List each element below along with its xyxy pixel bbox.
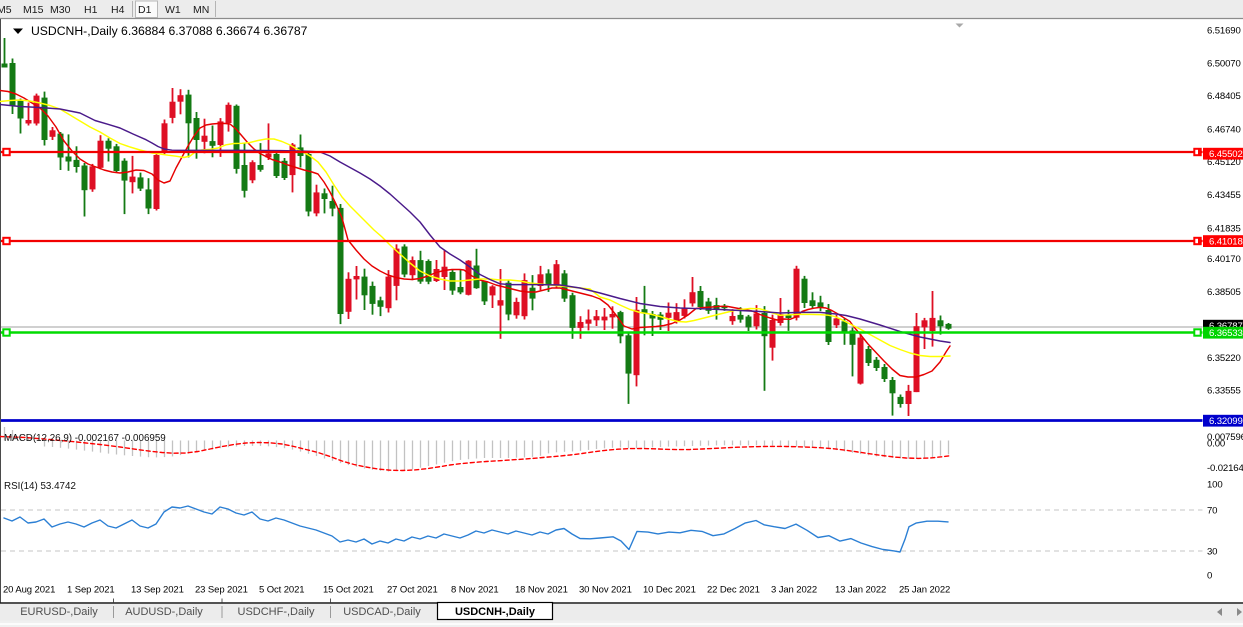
svg-text:6.50070: 6.50070: [1207, 58, 1241, 69]
svg-text:USDCNH-,Daily 6.36884 6.37088: USDCNH-,Daily 6.36884 6.37088 6.36674 6.…: [31, 24, 308, 38]
svg-text:6.45120: 6.45120: [1207, 157, 1241, 168]
svg-text:5 Oct 2021: 5 Oct 2021: [259, 585, 304, 596]
svg-text:D1: D1: [138, 4, 152, 16]
svg-text:100: 100: [1207, 480, 1223, 491]
svg-text:8 Nov 2021: 8 Nov 2021: [451, 585, 499, 596]
svg-text:MN: MN: [193, 4, 209, 16]
svg-text:6.46740: 6.46740: [1207, 124, 1241, 135]
svg-text:-0.02164: -0.02164: [1207, 463, 1243, 474]
svg-text:30: 30: [1207, 547, 1217, 558]
svg-text:6.36533: 6.36533: [1209, 328, 1243, 339]
svg-text:6.33555: 6.33555: [1207, 386, 1241, 397]
svg-text:18 Nov 2021: 18 Nov 2021: [515, 585, 568, 596]
svg-text:USDCNH-,Daily: USDCNH-,Daily: [455, 606, 536, 618]
svg-text:6.48405: 6.48405: [1207, 91, 1241, 102]
svg-text:AUDUSD-,Daily: AUDUSD-,Daily: [125, 606, 203, 618]
svg-text:30 Nov 2021: 30 Nov 2021: [579, 585, 632, 596]
svg-text:EURUSD-,Daily: EURUSD-,Daily: [20, 606, 98, 618]
svg-text:M30: M30: [50, 4, 71, 16]
svg-text:6.51690: 6.51690: [1207, 26, 1241, 37]
svg-text:0.00: 0.00: [1207, 439, 1225, 450]
svg-text:3 Jan 2022: 3 Jan 2022: [771, 585, 817, 596]
svg-text:H4: H4: [111, 4, 125, 16]
svg-text:27 Oct 2021: 27 Oct 2021: [387, 585, 438, 596]
svg-text:M15: M15: [23, 4, 44, 16]
svg-text:USDCHF-,Daily: USDCHF-,Daily: [238, 606, 316, 618]
svg-text:W1: W1: [165, 4, 181, 16]
svg-text:13 Sep 2021: 13 Sep 2021: [131, 585, 184, 596]
svg-text:20 Aug 2021: 20 Aug 2021: [3, 585, 55, 596]
svg-text:RSI(14) 53.4742: RSI(14) 53.4742: [4, 481, 76, 492]
svg-text:10 Dec 2021: 10 Dec 2021: [643, 585, 696, 596]
svg-text:6.32099: 6.32099: [1209, 416, 1243, 427]
svg-text:6.35220: 6.35220: [1207, 353, 1241, 364]
svg-text:6.43455: 6.43455: [1207, 190, 1241, 201]
svg-text:6.40170: 6.40170: [1207, 254, 1241, 265]
svg-text:0.007596: 0.007596: [1207, 432, 1243, 443]
svg-text:6.38505: 6.38505: [1207, 287, 1241, 298]
svg-text:0: 0: [1207, 571, 1212, 582]
svg-text:6.41835: 6.41835: [1207, 224, 1241, 235]
svg-text:1 Sep 2021: 1 Sep 2021: [67, 585, 115, 596]
svg-text:22 Dec 2021: 22 Dec 2021: [707, 585, 760, 596]
svg-text:H1: H1: [84, 4, 98, 16]
svg-text:6.41018: 6.41018: [1209, 237, 1243, 248]
svg-text:M5: M5: [0, 4, 12, 16]
svg-text:23 Sep 2021: 23 Sep 2021: [195, 585, 248, 596]
svg-text:70: 70: [1207, 506, 1217, 517]
svg-text:MACD(12,26,9) -0.002167 -0.006: MACD(12,26,9) -0.002167 -0.006959: [4, 433, 166, 444]
svg-text:25 Jan 2022: 25 Jan 2022: [899, 585, 950, 596]
svg-text:13 Jan 2022: 13 Jan 2022: [835, 585, 886, 596]
svg-text:6.36787: 6.36787: [1209, 321, 1243, 332]
svg-text:6.45502: 6.45502: [1209, 149, 1243, 160]
svg-text:USDCAD-,Daily: USDCAD-,Daily: [343, 606, 421, 618]
svg-text:15 Oct 2021: 15 Oct 2021: [323, 585, 374, 596]
